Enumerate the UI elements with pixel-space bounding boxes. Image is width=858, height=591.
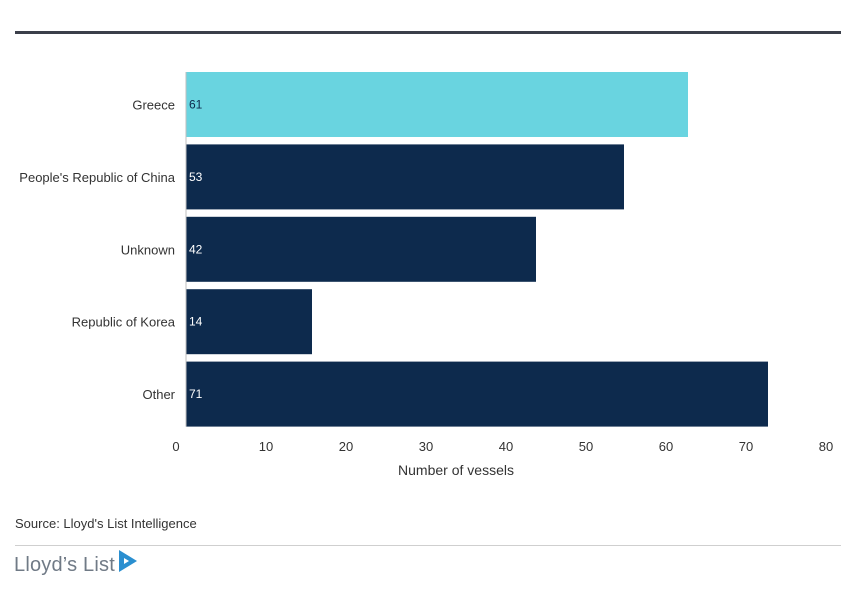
value-label: 53 [189,170,203,184]
lloyds-list-logo[interactable]: Lloyd’s List [14,550,139,580]
x-tick-label: 40 [499,439,513,454]
value-label: 42 [189,242,203,256]
logo-wordmark: Lloyd’s List [14,553,115,576]
category-label: Unknown [121,242,175,257]
play-arrow-icon [118,550,137,572]
value-label: 14 [189,315,203,329]
bar-3 [186,289,312,355]
value-label: 71 [189,387,203,401]
x-tick-label: 20 [339,439,353,454]
category-label: Republic of Korea [72,315,176,330]
bar-1 [186,144,624,210]
category-label: Greece [132,98,175,113]
x-tick-label: 30 [419,439,433,454]
footer-divider [15,545,841,546]
category-label: Other [142,387,175,402]
x-tick-label: 60 [659,439,673,454]
x-tick-label: 50 [579,439,593,454]
bar-4 [186,361,768,427]
bar-chart: Greece 61 People's Republic of China 53 Unkn… [19,72,833,478]
bar-2 [186,216,536,282]
x-tick-label: 0 [172,439,179,454]
top-rule [15,31,841,34]
source-note: Source: Lloyd's List Intelligence [15,516,197,531]
category-label: People's Republic of China [19,170,175,185]
x-tick-label: 10 [259,439,273,454]
bar-0 [186,72,688,137]
x-axis-title: Number of vessels [398,462,514,478]
x-tick-label: 70 [739,439,753,454]
x-tick-label: 80 [819,439,833,454]
value-label: 61 [189,98,203,112]
